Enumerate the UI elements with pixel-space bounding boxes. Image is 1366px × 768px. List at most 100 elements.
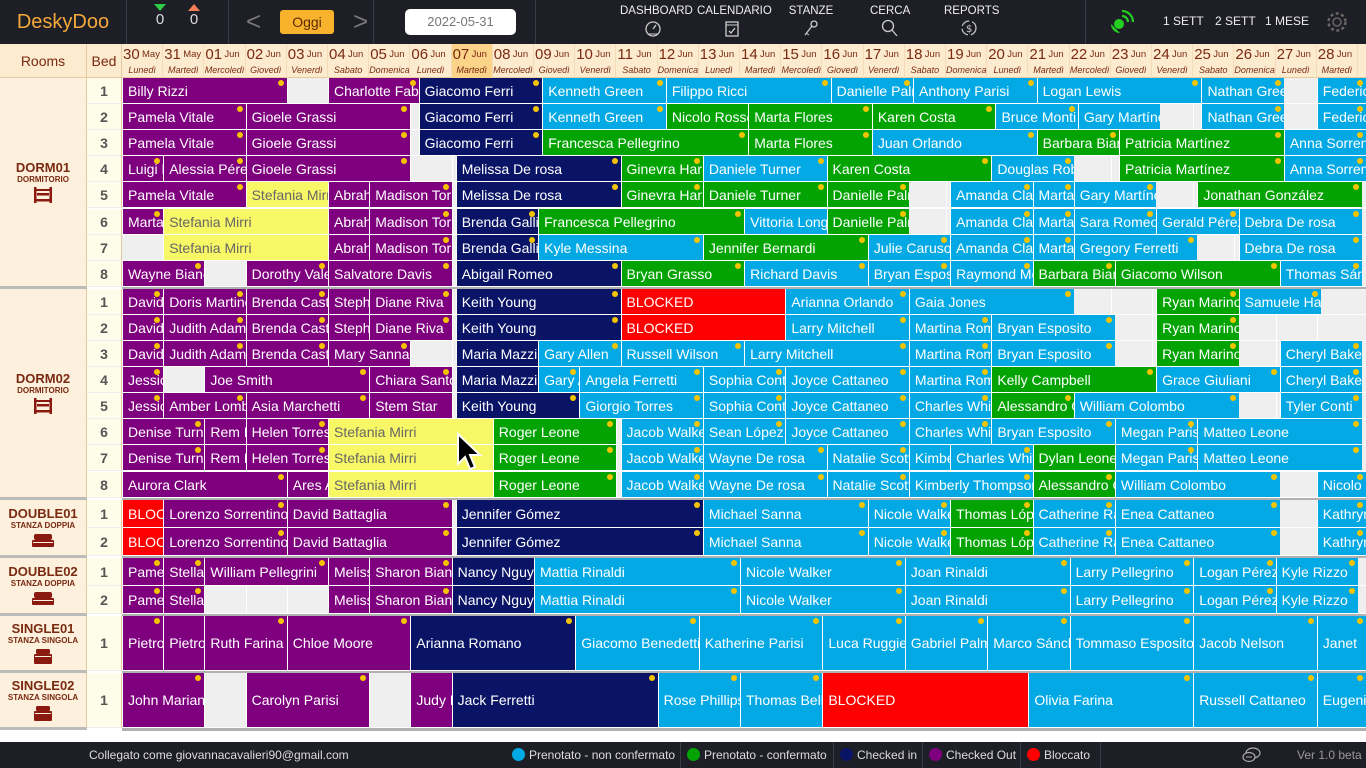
booking-checkedout[interactable]: Joe Smith <box>204 367 370 394</box>
menu-stanze[interactable]: STANZE <box>788 5 834 37</box>
day-header[interactable]: 18 Jun Sabato <box>905 44 946 78</box>
booking-checkedout[interactable]: Chloe Moore <box>286 615 411 671</box>
booking-checkedout[interactable]: Luigi Rossi <box>122 156 164 183</box>
booking-checkedout[interactable]: Diane Riva <box>369 314 452 341</box>
booking-checkedout[interactable]: Judith Adams <box>163 314 246 341</box>
booking-unconfirmed[interactable]: Bryan Esposito <box>867 260 951 287</box>
booking-unconfirmed[interactable]: Kathryn <box>1316 499 1366 528</box>
booking-checkedout[interactable]: Alessia Pérez <box>163 156 246 183</box>
booking-confirmed[interactable]: Jennifer Bernardi <box>702 234 868 261</box>
menu-calendario[interactable]: CALENDARIO <box>697 5 772 37</box>
departures-counter[interactable]: 0 <box>184 4 204 28</box>
booking-checkedout[interactable]: Madison Torres <box>369 208 452 235</box>
day-header[interactable]: 21 Jun Martedì <box>1028 44 1070 78</box>
booking-unconfirmed[interactable]: Arianna Orlando <box>785 288 909 315</box>
booking-checkedin[interactable]: Brenda Galli <box>455 234 539 261</box>
booking-unconfirmed[interactable]: Amanda Clark <box>950 208 1033 235</box>
booking-confirmed[interactable]: Roger Leone <box>492 419 617 446</box>
booking-confirmed[interactable]: Thomas López <box>950 499 1033 528</box>
booking-unconfirmed[interactable]: Catherine Ranieri <box>1032 527 1115 556</box>
booking-unconfirmed[interactable]: Debra De rosa <box>1238 208 1363 235</box>
booking-selected[interactable]: Stefania Mirri <box>245 182 328 209</box>
booking-unconfirmed[interactable]: Giorgio Torres <box>579 393 703 420</box>
booking-unconfirmed[interactable]: Samuele Hall <box>1238 288 1321 315</box>
booking-unconfirmed[interactable]: Richard Davis <box>744 260 868 287</box>
booking-unconfirmed[interactable]: Enea Cattaneo <box>1114 527 1280 556</box>
booking-unconfirmed[interactable]: Cheryl Baker <box>1279 341 1363 368</box>
booking-checkedout[interactable]: Doris Martinelli <box>163 288 246 315</box>
booking-checkedout[interactable]: Judy Lombardi <box>410 672 452 728</box>
period-1-week[interactable]: 1 SETT <box>1163 14 1204 28</box>
booking-unconfirmed[interactable]: Olivia Farina <box>1028 672 1194 728</box>
booking-checkedout[interactable]: Pamela Vitale <box>122 104 246 131</box>
booking-unconfirmed[interactable]: Marta <box>1032 208 1074 235</box>
room-label-single01[interactable]: SINGLE01 STANZA SINGOLA <box>0 615 87 673</box>
booking-checkedout[interactable]: Salvatore Davis <box>328 260 452 287</box>
booking-unconfirmed[interactable]: Rose Phillips <box>657 672 740 728</box>
day-header[interactable]: 26 Jun Domenica <box>1234 44 1276 78</box>
booking-checkedout[interactable]: Brenda Castelli <box>245 314 328 341</box>
booking-unconfirmed[interactable]: Logan Pérez <box>1193 557 1276 586</box>
booking-confirmed[interactable]: Patricia Martínez <box>1119 130 1284 157</box>
booking-checkedin[interactable]: Giacomo Ferri <box>418 78 543 105</box>
booking-checkedout[interactable]: Pietro <box>163 615 205 671</box>
booking-checkedin[interactable]: Melissa De rosa <box>455 182 621 209</box>
booking-blocked[interactable]: BLOCKED <box>122 499 164 528</box>
booking-checkedout[interactable]: Judith Adams <box>163 341 246 368</box>
day-header[interactable]: 01 Jun Mercoledì <box>204 44 246 78</box>
booking-checkedout[interactable]: Amber Lombardi <box>163 393 246 420</box>
booking-checkedout[interactable]: Billy Rizzi <box>122 78 287 105</box>
booking-selected[interactable]: Stefania Mirri <box>163 234 328 261</box>
booking-checkedout[interactable]: Wayne Bianco <box>122 260 205 287</box>
booking-unconfirmed[interactable]: Wayne De rosa <box>702 471 827 498</box>
booking-unconfirmed[interactable]: Michael Sanna <box>702 527 868 556</box>
booking-confirmed[interactable]: Karen Costa <box>826 156 992 183</box>
booking-unconfirmed[interactable]: Kyle Messina <box>538 234 703 261</box>
booking-unconfirmed[interactable]: Sophia Conte <box>702 393 786 420</box>
booking-checkedout[interactable]: Pietro <box>122 615 164 671</box>
booking-blocked[interactable]: BLOCKED <box>822 672 1029 728</box>
booking-checkedout[interactable]: Stem Star <box>369 393 452 420</box>
booking-checkedout[interactable]: John Mariani <box>122 672 205 728</box>
booking-checkedin[interactable]: Arianna Romano <box>410 615 576 671</box>
booking-unconfirmed[interactable]: Joyce Cattaneo <box>785 367 909 394</box>
booking-unconfirmed[interactable]: Jacob Walker <box>620 445 703 472</box>
booking-unconfirmed[interactable]: Mattia Rinaldi <box>534 585 740 614</box>
booking-unconfirmed[interactable]: Mattia Rinaldi <box>534 557 740 586</box>
booking-confirmed[interactable]: Patricia Martínez <box>1119 156 1284 183</box>
day-header[interactable]: 02 Jun Giovedì <box>246 44 287 78</box>
booking-confirmed[interactable]: Ryan Marino <box>1156 288 1239 315</box>
booking-confirmed[interactable]: Giacomo Wilson <box>1114 260 1280 287</box>
booking-unconfirmed[interactable]: Logan Lewis <box>1036 78 1202 105</box>
booking-unconfirmed[interactable]: Bruce Monti <box>995 104 1078 131</box>
booking-checkedout[interactable]: Ruth Farina <box>204 615 287 671</box>
booking-confirmed[interactable]: Jonathan González <box>1197 182 1363 209</box>
booking-checkedout[interactable]: Charlotte Fabbri <box>328 78 419 105</box>
booking-confirmed[interactable]: Ginevra Harris <box>620 156 703 183</box>
booking-unconfirmed[interactable]: Anthony Parisi <box>913 78 1037 105</box>
booking-unconfirmed[interactable]: Tyler Conti <box>1279 393 1363 420</box>
booking-checkedout[interactable]: David Battaglia <box>286 527 452 556</box>
booking-confirmed[interactable]: Barbara Bianchi <box>1032 260 1115 287</box>
booking-checkedout[interactable]: Denise Turner <box>122 419 205 446</box>
booking-unconfirmed[interactable]: Michael Sanna <box>702 499 868 528</box>
booking-unconfirmed[interactable]: Natalie Scott <box>826 471 909 498</box>
booking-checkedin[interactable]: Giacomo Ferri <box>418 130 543 157</box>
booking-confirmed[interactable]: Roger Leone <box>492 445 617 472</box>
booking-unconfirmed[interactable]: Nathan Green <box>1201 78 1284 105</box>
booking-unconfirmed[interactable]: Russell Wilson <box>620 341 745 368</box>
booking-unconfirmed[interactable]: Luca Ruggiero <box>822 615 905 671</box>
booking-unconfirmed[interactable]: Kyle Rizzo <box>1275 585 1358 614</box>
booking-unconfirmed[interactable]: Charles White <box>908 419 992 446</box>
booking-unconfirmed[interactable]: Bryan Esposito <box>991 341 1115 368</box>
day-header[interactable]: 09 Jun Giovedì <box>534 44 576 78</box>
booking-checkedout[interactable]: Abraham <box>328 208 370 235</box>
booking-checkedout[interactable]: Rem Martini <box>204 419 246 446</box>
booking-unconfirmed[interactable]: Larry Mitchell <box>744 341 909 368</box>
booking-confirmed[interactable]: Alessandro Caruso <box>991 393 1074 420</box>
booking-unconfirmed[interactable]: William Colombo <box>1114 471 1280 498</box>
today-button[interactable]: Oggi <box>280 10 334 34</box>
booking-unconfirmed[interactable]: Russell Cattaneo <box>1193 672 1317 728</box>
booking-checkedout[interactable]: Abraham <box>328 234 370 261</box>
day-header[interactable]: 04 Jun Sabato <box>328 44 370 78</box>
